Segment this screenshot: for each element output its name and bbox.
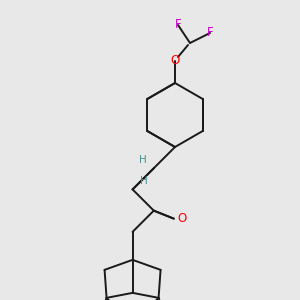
Text: H: H [140, 176, 147, 186]
Text: F: F [175, 19, 181, 32]
Text: O: O [177, 212, 186, 225]
Text: F: F [207, 26, 213, 40]
Text: O: O [170, 55, 180, 68]
Text: H: H [139, 155, 147, 165]
